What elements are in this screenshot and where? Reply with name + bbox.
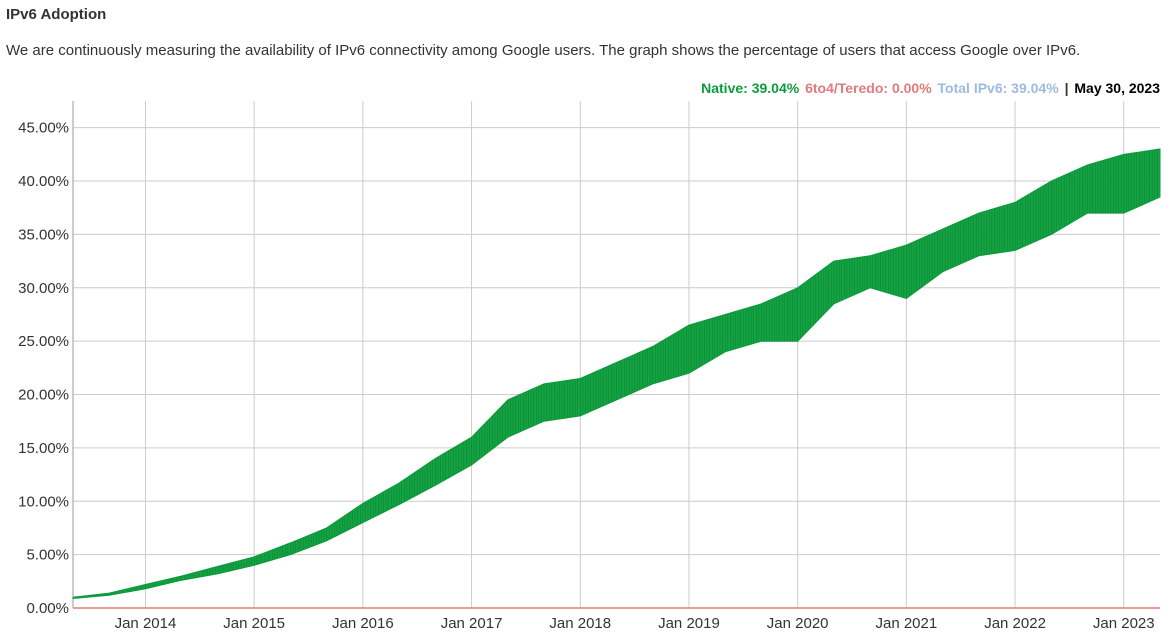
legend-date: May 30, 2023 (1074, 80, 1160, 96)
y-tick-label: 0.00% (26, 600, 69, 617)
x-tick-label: Jan 2015 (223, 615, 285, 632)
y-tick-label: 25.00% (18, 333, 69, 350)
y-tick-label: 15.00% (18, 440, 69, 457)
y-tick-label: 45.00% (18, 120, 69, 137)
x-tick-label: Jan 2020 (767, 615, 829, 632)
description-text: We are continuously measuring the availa… (6, 42, 1081, 59)
page-title: IPv6 Adoption (6, 6, 107, 23)
y-tick-label: 30.00% (18, 280, 69, 297)
x-tick-label: Jan 2017 (441, 615, 503, 632)
chart-legend: Native: 39.04% 6to4/Teredo: 0.00% Total … (699, 80, 1160, 96)
x-tick-label: Jan 2018 (549, 615, 611, 632)
legend-native: Native: 39.04% (701, 80, 800, 96)
y-tick-label: 5.00% (26, 547, 69, 564)
x-tick-label: Jan 2021 (875, 615, 937, 632)
x-tick-label: Jan 2023 (1093, 615, 1155, 632)
x-tick-label: Jan 2014 (115, 615, 177, 632)
y-tick-label: 20.00% (18, 387, 69, 404)
x-tick-label: Jan 2022 (984, 615, 1046, 632)
legend-total: Total IPv6: 39.04% (937, 80, 1059, 96)
legend-separator: | (1064, 80, 1069, 96)
y-tick-label: 35.00% (18, 226, 69, 243)
y-tick-label: 40.00% (18, 173, 69, 190)
legend-teredo: 6to4/Teredo: 0.00% (805, 80, 932, 96)
y-tick-label: 10.00% (18, 493, 69, 510)
x-tick-label: Jan 2019 (658, 615, 720, 632)
x-tick-label: Jan 2016 (332, 615, 394, 632)
